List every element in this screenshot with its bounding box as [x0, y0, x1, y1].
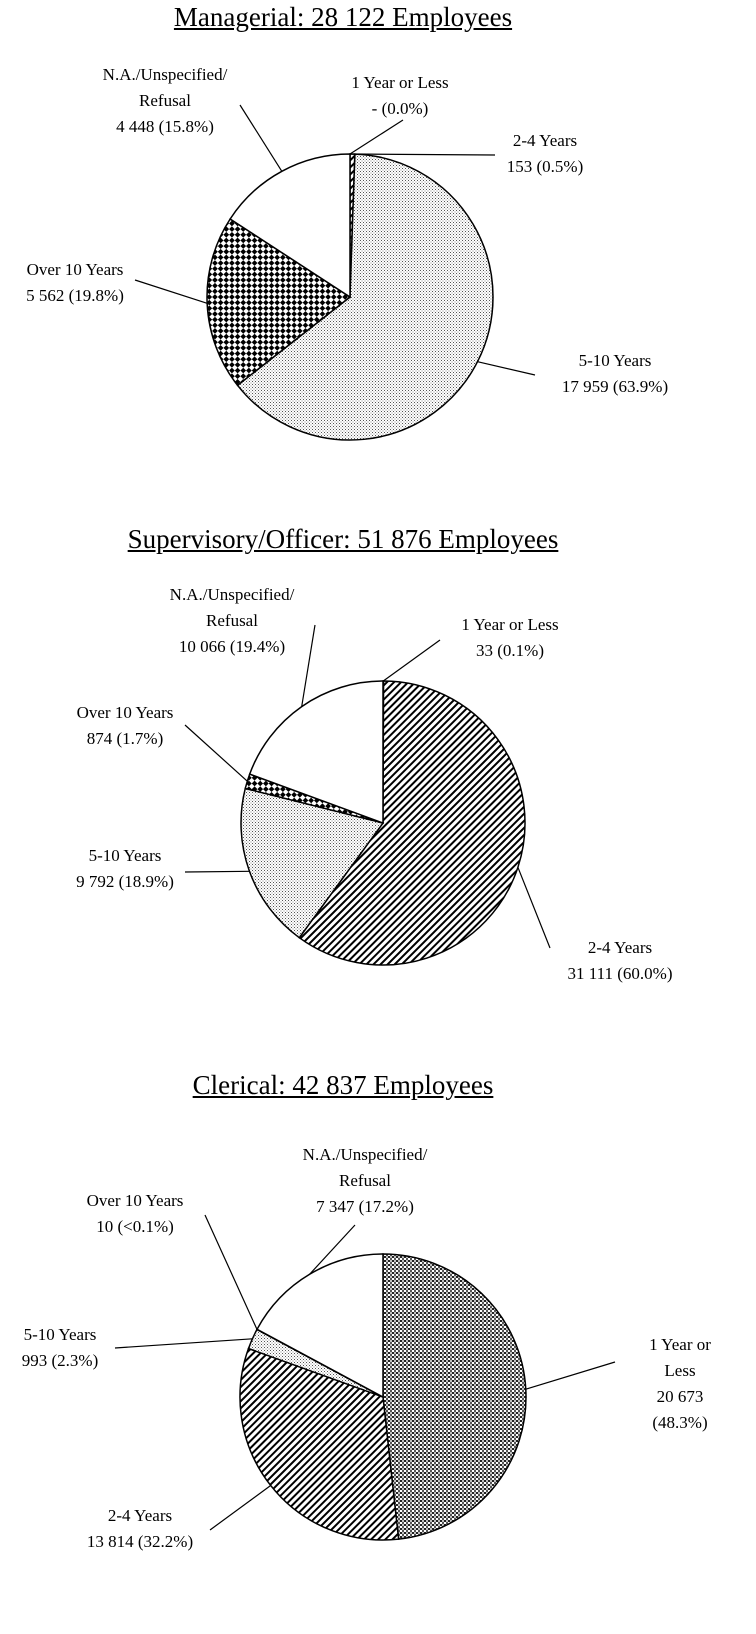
slice-label: Over 10 Years 10 (<0.1%) [87, 1188, 184, 1240]
category-label: 2-4 Years [587, 938, 653, 957]
slice-label: N.A./Unspecified/ Refusal 7 347 (17.2%) [303, 1142, 428, 1220]
slice-label: Over 10 Years 874 (1.7%) [77, 700, 174, 752]
leader-line [134, 279, 208, 304]
slice-label: 2-4 Years 31 111 (60.0%) [568, 935, 673, 987]
value-label: 17 959 (63.9%) [561, 377, 669, 396]
leader-line [382, 639, 441, 682]
category-label: Over 10 Years [86, 1191, 184, 1210]
chart-title: Clerical: 42 837 Employees [192, 1070, 494, 1100]
slice-label: N.A./Unspecified/ Refusal 10 066 (19.4%) [170, 582, 295, 660]
slice-label: N.A./Unspecified/ Refusal 4 448 (15.8%) [103, 62, 228, 140]
value-label: - (0.0%) [371, 99, 429, 118]
category-label: N.A./Unspecified/ Refusal [302, 1145, 428, 1190]
value-label: 10 (<0.1%) [96, 1217, 174, 1236]
category-label: 2-4 Years [107, 1506, 173, 1525]
value-label: 10 066 (19.4%) [178, 637, 286, 656]
slice-label: 2-4 Years 153 (0.5%) [507, 128, 583, 180]
category-label: 1 Year or Less [649, 1335, 711, 1380]
leader-line [309, 1224, 356, 1275]
value-label: 20 673 (48.3%) [652, 1387, 708, 1432]
value-label: 31 111 (60.0%) [567, 964, 673, 983]
slice-label: Over 10 Years 5 562 (19.8%) [26, 257, 124, 309]
pie-slice [229, 153, 351, 299]
category-label: 2-4 Years [512, 131, 578, 150]
slice-label: 5-10 Years 993 (2.3%) [22, 1322, 98, 1374]
value-label: 7 347 (17.2%) [316, 1197, 414, 1216]
slice-label: 1 Year or Less - (0.0%) [351, 70, 448, 122]
leader-line [114, 1338, 253, 1349]
pie-slice [382, 1253, 527, 1540]
leader-line [184, 724, 248, 782]
leader-line [517, 867, 551, 949]
leader-line [209, 1484, 272, 1531]
category-label: N.A./Unspecified/ Refusal [102, 65, 228, 110]
value-label: 9 792 (18.9%) [76, 872, 174, 891]
value-label: 33 (0.1%) [476, 641, 544, 660]
value-label: 153 (0.5%) [506, 157, 584, 176]
value-label: 874 (1.7%) [86, 729, 164, 748]
chart-title: Managerial: 28 122 Employees [173, 2, 513, 32]
slice-label: 5-10 Years 9 792 (18.9%) [76, 843, 174, 895]
category-label: 5-10 Years [88, 846, 162, 865]
pie-slice [236, 153, 494, 441]
category-label: 1 Year or Less [461, 615, 559, 634]
category-label: 1 Year or Less [351, 73, 449, 92]
value-label: 4 448 (15.8%) [116, 117, 214, 136]
value-label: 993 (2.3%) [21, 1351, 99, 1370]
value-label: 13 814 (32.2%) [86, 1532, 194, 1551]
leader-line [352, 153, 496, 156]
category-label: Over 10 Years [26, 260, 124, 279]
category-label: 5-10 Years [578, 351, 652, 370]
category-label: N.A./Unspecified/ Refusal [169, 585, 295, 630]
slice-label: 2-4 Years 13 814 (32.2%) [87, 1503, 193, 1555]
leader-line [477, 361, 536, 376]
slice-label: 1 Year or Less 20 673 (48.3%) [642, 1332, 718, 1436]
leader-line [204, 1214, 258, 1330]
value-label: 5 562 (19.8%) [26, 286, 124, 305]
chart-title: Supervisory/Officer: 51 876 Employees [127, 524, 559, 554]
leader-line [239, 104, 283, 172]
category-label: 5-10 Years [23, 1325, 97, 1344]
leader-line [349, 119, 404, 155]
leader-line [525, 1361, 616, 1390]
leader-line [301, 624, 316, 707]
slice-label: 5-10 Years 17 959 (63.9%) [562, 348, 668, 400]
slice-label: 1 Year or Less 33 (0.1%) [461, 612, 558, 664]
pie-slice [298, 680, 526, 966]
pie-slice [240, 787, 385, 939]
pie-slice [248, 680, 384, 825]
category-label: Over 10 Years [76, 703, 174, 722]
leader-line [184, 870, 250, 873]
